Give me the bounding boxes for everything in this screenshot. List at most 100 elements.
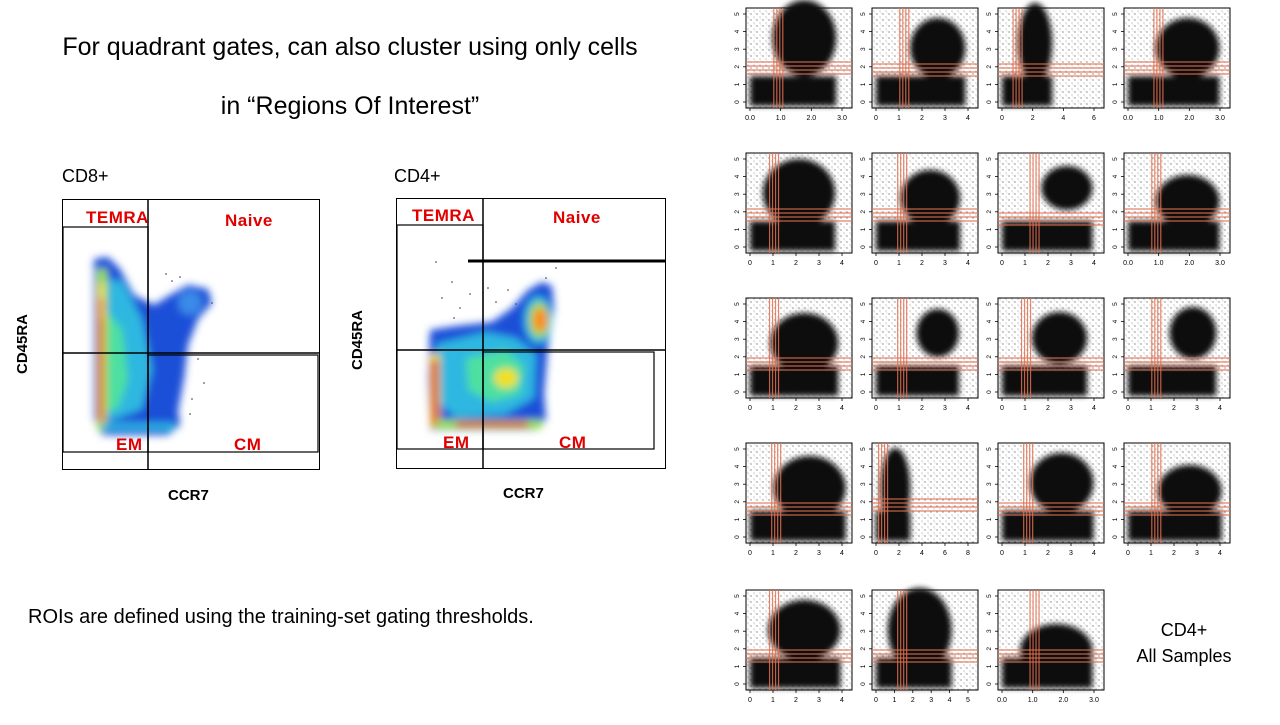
x-tick-label: 0 — [1126, 405, 1130, 412]
grid-caption-line-1: CD4+ — [1160, 620, 1208, 640]
x-tick-label: 4 — [1218, 405, 1222, 412]
sample-plot-5: 0 1 2 3 4 5 0 1 2 3 4 — [734, 152, 853, 267]
sample-plot-7: 0 1 2 3 4 5 0 1 2 3 4 — [986, 152, 1105, 267]
y-tick-label: 3 — [986, 629, 993, 633]
x-tick-label: 2.0 — [806, 115, 816, 122]
x-tick-label: 3 — [929, 697, 933, 704]
x-tick-label: 1.0 — [1154, 115, 1164, 122]
y-tick-label: 2 — [860, 210, 867, 214]
cd4-y-axis-label: CD45RA — [349, 309, 366, 370]
y-tick-label: 5 — [860, 594, 867, 598]
y-tick-label: 3 — [1112, 337, 1119, 341]
x-tick-label: 2.0 — [1184, 115, 1194, 122]
y-tick-label: 5 — [860, 157, 867, 161]
x-tick-label: 1 — [771, 697, 775, 704]
y-tick-label: 3 — [1112, 47, 1119, 51]
y-tick-label: 0 — [860, 682, 867, 686]
y-tick-label: 0 — [1112, 390, 1119, 394]
y-tick-label: 0 — [1112, 100, 1119, 104]
y-tick-label: 4 — [986, 319, 993, 323]
cd4-cm-gate-box — [482, 351, 655, 450]
x-tick-label: 0 — [748, 260, 752, 267]
y-tick-label: 5 — [1112, 157, 1119, 161]
x-tick-label: 1.0 — [776, 115, 786, 122]
x-tick-label: 2 — [1046, 550, 1050, 557]
y-tick-label: 0 — [986, 245, 993, 249]
y-tick-label: 1 — [734, 664, 741, 668]
x-tick-label: 1 — [771, 405, 775, 412]
x-tick-label: 2 — [794, 697, 798, 704]
y-tick-label: 0 — [860, 245, 867, 249]
x-tick-label: 1 — [897, 260, 901, 267]
x-tick-label: 3 — [943, 405, 947, 412]
x-tick-label: 0.0 — [997, 697, 1007, 704]
sample-cell-cloud — [876, 18, 966, 106]
sample-cell-cloud — [876, 170, 960, 251]
y-tick-label: 5 — [734, 302, 741, 306]
x-tick-label: 2 — [920, 260, 924, 267]
x-tick-label: 2 — [794, 550, 798, 557]
sample-plot-6: 0 1 2 3 4 5 0 1 2 3 4 — [860, 152, 979, 267]
y-tick-label: 5 — [986, 302, 993, 306]
y-tick-label: 3 — [986, 47, 993, 51]
x-tick-label: 4 — [840, 697, 844, 704]
y-tick-label: 1 — [986, 664, 993, 668]
y-tick-label: 4 — [860, 29, 867, 33]
x-tick-label: 1 — [771, 260, 775, 267]
y-tick-label: 2 — [986, 65, 993, 69]
cd8-gate-temra: TEMRA — [86, 208, 149, 227]
x-tick-label: 0 — [748, 697, 752, 704]
x-tick-label: 3.0 — [1215, 260, 1225, 267]
cd4-plot-svg — [396, 198, 666, 469]
sample-cell-cloud — [1002, 166, 1093, 251]
x-tick-label: 0 — [1000, 115, 1004, 122]
x-tick-label: 1 — [1023, 550, 1027, 557]
sample-plot-19: 0 1 2 3 4 5 0.0 1.0 2.0 3.0 — [986, 589, 1105, 704]
cd8-density-plot — [62, 199, 322, 476]
x-tick-label: 4 — [1092, 550, 1096, 557]
slide-title-line-2: in “Regions Of Interest” — [220, 92, 480, 120]
y-tick-label: 2 — [860, 65, 867, 69]
y-tick-label: 1 — [1112, 517, 1119, 521]
y-tick-label: 0 — [986, 535, 993, 539]
x-tick-label: 3 — [817, 697, 821, 704]
y-tick-label: 2 — [734, 355, 741, 359]
x-tick-label: 2.0 — [1184, 260, 1194, 267]
y-tick-label: 2 — [986, 210, 993, 214]
sample-plot-11: 0 1 2 3 4 5 0 1 2 3 4 — [986, 297, 1105, 412]
x-tick-label: 0 — [874, 405, 878, 412]
slide-title-line-1: For quadrant gates, can also cluster usi… — [62, 33, 638, 61]
y-tick-label: 5 — [986, 594, 993, 598]
y-tick-label: 4 — [1112, 464, 1119, 468]
y-tick-label: 0 — [1112, 535, 1119, 539]
y-tick-label: 1 — [734, 372, 741, 376]
y-tick-label: 4 — [734, 29, 741, 33]
y-tick-label: 5 — [1112, 447, 1119, 451]
x-tick-label: 0.0 — [1123, 260, 1133, 267]
x-tick-label: 3 — [943, 115, 947, 122]
y-tick-label: 2 — [986, 500, 993, 504]
sample-plot-15: 0 1 2 3 4 5 0 1 2 3 4 — [986, 442, 1105, 557]
x-tick-label: 0 — [874, 697, 878, 704]
sample-plot-13: 0 1 2 3 4 5 0 1 2 3 4 — [734, 442, 853, 557]
y-tick-label: 4 — [986, 174, 993, 178]
y-tick-label: 4 — [734, 464, 741, 468]
y-tick-label: 1 — [734, 517, 741, 521]
y-tick-label: 3 — [734, 47, 741, 51]
cd4-panel-title: CD4+ — [394, 166, 441, 186]
y-tick-label: 1 — [860, 227, 867, 231]
y-tick-label: 1 — [734, 227, 741, 231]
y-tick-label: 5 — [1112, 12, 1119, 16]
y-tick-label: 4 — [1112, 174, 1119, 178]
x-tick-label: 3 — [1069, 405, 1073, 412]
x-tick-label: 3 — [1069, 550, 1073, 557]
y-tick-label: 2 — [1112, 210, 1119, 214]
y-tick-label: 0 — [734, 245, 741, 249]
cd8-gate-naive: Naive — [225, 211, 273, 230]
x-tick-label: 0 — [1126, 550, 1130, 557]
y-tick-label: 1 — [986, 372, 993, 376]
y-tick-label: 0 — [734, 100, 741, 104]
sample-cell-cloud — [1128, 18, 1220, 106]
x-tick-label: 3.0 — [837, 115, 847, 122]
y-tick-label: 5 — [734, 594, 741, 598]
